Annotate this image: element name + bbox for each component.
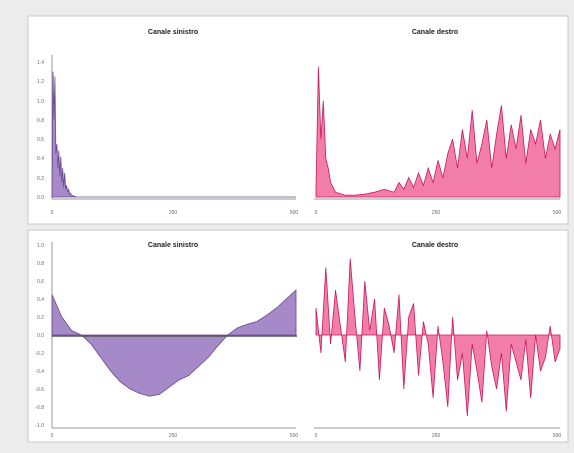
y-tick-label: -0.4 [35, 369, 44, 375]
chart-title: Canale destro [412, 29, 458, 36]
y-tick-label: -0.2 [35, 351, 44, 357]
y-tick-label: 0.0 [37, 195, 44, 201]
y-tick-label: 0.4 [37, 156, 44, 162]
y-tick-label: 0.6 [37, 137, 44, 143]
x-tick-label: 250 [169, 210, 178, 216]
chart-title: Canale sinistro [148, 29, 198, 36]
x-tick-label: 500 [553, 433, 562, 439]
chart-title: Canale destro [412, 242, 458, 249]
series-area [315, 66, 561, 198]
x-tick-label: 500 [290, 433, 299, 439]
series-area [51, 71, 296, 198]
x-tick-label: 250 [169, 433, 178, 439]
y-tick-label: 0.0 [37, 333, 44, 339]
x-tick-label: 0 [51, 433, 54, 439]
y-tick-label: 0.8 [37, 261, 44, 267]
x-tick-label: 0 [315, 433, 318, 439]
left-channel-spectrum-area [51, 71, 296, 198]
x-tick-label: 0 [315, 210, 318, 216]
series-area [315, 258, 561, 417]
y-tick-label: 0.2 [37, 315, 44, 321]
y-tick-label: -1.0 [35, 423, 44, 429]
y-tick-label: -0.8 [35, 405, 44, 411]
y-tick-label: 1.4 [37, 60, 44, 66]
right-channel-spectrum-area [315, 66, 561, 198]
y-tick-label: 0.4 [37, 297, 44, 303]
left-channel-waveform-area [51, 289, 297, 397]
x-tick-label: 500 [290, 210, 299, 216]
right-channel-waveform-area [315, 258, 561, 417]
y-tick-label: 1.2 [37, 79, 44, 85]
series-area [51, 289, 297, 397]
y-tick-label: -0.6 [35, 387, 44, 393]
x-tick-label: 500 [553, 210, 562, 216]
chart-title: Canale sinistro [148, 242, 198, 249]
y-tick-label: 1.0 [37, 243, 44, 249]
y-tick-label: 0.6 [37, 279, 44, 285]
y-tick-label: 1.0 [37, 99, 44, 105]
x-tick-label: 250 [432, 433, 441, 439]
y-tick-label: 0.8 [37, 118, 44, 124]
x-tick-label: 250 [432, 210, 441, 216]
x-tick-label: 0 [51, 210, 54, 216]
y-tick-label: 0.2 [37, 176, 44, 182]
